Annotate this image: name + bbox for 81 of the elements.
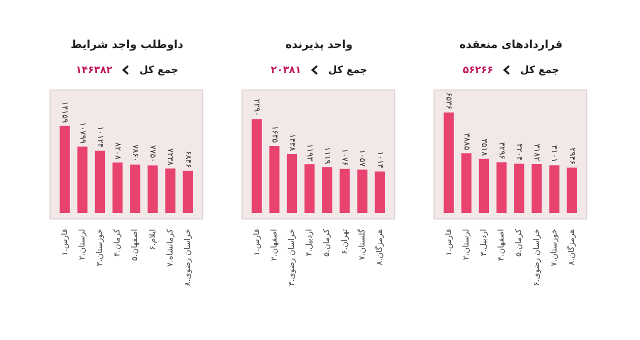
bar xyxy=(148,165,158,213)
bar xyxy=(322,167,332,213)
x-tick-label: ۱.فارس xyxy=(444,228,453,256)
x-tick-label: ۷.خوزستان xyxy=(549,228,558,266)
bar xyxy=(112,162,123,213)
bar xyxy=(94,150,106,213)
x-tick-label: ۱.فارس xyxy=(60,228,69,256)
x-tick-label: ۲.لرستان xyxy=(461,228,470,260)
data-label: ۱۶۳۵ xyxy=(270,126,280,143)
x-tick-label: ۷.گلستان xyxy=(356,228,366,260)
chart-subtitle: جمع کل xyxy=(139,64,178,76)
bar xyxy=(566,168,577,213)
bar xyxy=(269,146,280,213)
data-label: ۷۷۵۰ xyxy=(148,145,158,162)
x-tick-label: ۳.خوزستان xyxy=(95,228,104,266)
text: ۲۰۳۸۱ xyxy=(270,64,302,76)
data-label: ۱۴۳۸ xyxy=(288,134,297,152)
data-label: ۱۰۷۹۹ xyxy=(78,122,88,144)
bar xyxy=(304,164,315,213)
bar xyxy=(340,168,350,213)
bar xyxy=(286,154,298,213)
data-label: ۳۱۸۲ xyxy=(532,144,542,162)
chart-subtitle: جمع کل xyxy=(520,64,560,76)
data-label: ۸۲۰۸ xyxy=(113,142,122,160)
chart-title: واحد پذیرنده xyxy=(285,38,353,53)
bar xyxy=(461,153,472,213)
x-tick-label: ۴.اردبیل xyxy=(304,228,314,256)
chart-subtitle: جمع کل xyxy=(328,64,368,76)
x-tick-label: ۱.فارس xyxy=(252,228,261,256)
x-tick-label: ۶.ایلام xyxy=(148,228,157,250)
bar xyxy=(165,168,176,213)
x-tick-label: ۶.تهران xyxy=(340,228,349,254)
data-label: ۱۰۱۲۴ xyxy=(96,126,105,148)
bar xyxy=(496,162,507,213)
data-label: ۶۸۴۶ xyxy=(184,150,193,168)
bar xyxy=(182,170,193,213)
x-tick-label: ۶.خراسان رضوی xyxy=(532,228,541,286)
x-tick-label: ۸.خراسان رضوی xyxy=(182,228,192,286)
bar xyxy=(77,146,88,213)
data-label: ۱۱۱۹ xyxy=(323,146,332,164)
data-label: ۳۲۰۴ xyxy=(515,144,524,161)
x-tick-label: ۲.لرستان xyxy=(77,228,86,260)
chart-title: قراردادهای منعقده xyxy=(459,38,563,53)
data-label: ۲۲۹۰ xyxy=(252,98,262,116)
bar xyxy=(549,165,560,213)
x-tick-label: ۷.کرمانشاه xyxy=(165,228,174,267)
text: ۵۶۲۶۶ xyxy=(462,64,494,76)
chart-title: داوطلب واجد شرایط xyxy=(70,38,184,53)
bar xyxy=(478,158,490,213)
data-label: ۶۵۳۶ xyxy=(444,92,454,110)
data-label: ۳۲۹۶ xyxy=(497,142,506,160)
data-label: ۷۸۶۰ xyxy=(131,144,140,162)
x-tick-label: ۸.هرمزگان xyxy=(566,228,576,266)
text: ۱۴۶۳۸۲ xyxy=(76,64,112,76)
x-tick-label: ۳.خراسان رضوی xyxy=(287,228,296,286)
x-tick-label: ۴.اصفهان xyxy=(496,228,506,261)
bar xyxy=(514,164,524,213)
x-tick-label: ۴.کرمان xyxy=(112,228,122,257)
bar xyxy=(252,119,262,213)
bar xyxy=(444,112,454,213)
data-label: ۱۰۵۷ xyxy=(358,149,368,168)
data-label: ۷۲۳۸ xyxy=(166,148,176,166)
data-label: ۱۱۹۳ xyxy=(305,144,314,162)
x-tick-label: ۵.اصفهان xyxy=(130,228,140,261)
x-tick-label: ۲.اصفهان xyxy=(269,228,278,261)
bar xyxy=(532,164,542,213)
bar xyxy=(357,170,368,213)
data-label: ۳۱۰۱ xyxy=(550,145,560,162)
bar xyxy=(374,171,385,213)
x-tick-label: ۵.کرمان xyxy=(514,228,524,257)
data-label: ۱۴۱۵۹ xyxy=(60,101,70,123)
data-label: ۱۰۱۳ xyxy=(376,151,385,170)
data-label: ۳۸۸۵ xyxy=(462,133,472,150)
bar xyxy=(60,126,70,213)
bar xyxy=(130,164,140,213)
data-label: ۲۹۴۶ xyxy=(568,148,577,165)
x-tick-label: ۳.اردبیل xyxy=(479,228,488,256)
x-tick-label: ۵.کرمان xyxy=(322,228,332,257)
x-tick-label: ۸.هرمزگان xyxy=(374,228,384,266)
data-label: ۱۰۷۶ xyxy=(340,148,350,166)
data-label: ۳۵۱۸ xyxy=(480,138,489,157)
